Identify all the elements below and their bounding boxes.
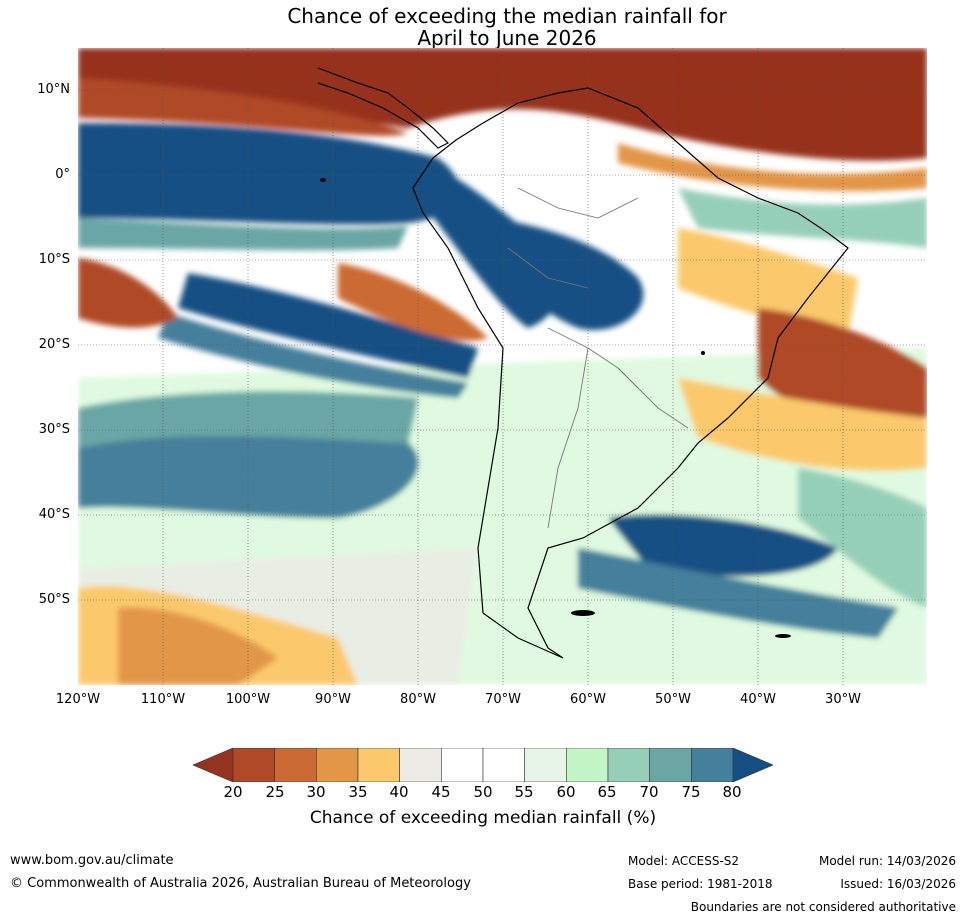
lat-label-10s: 10°S bbox=[38, 252, 70, 267]
colorbar-tick-75: 75 bbox=[681, 783, 701, 801]
colorbar-tick-70: 70 bbox=[639, 783, 659, 801]
country-boundaries bbox=[507, 187, 689, 529]
colorbar-segment bbox=[482, 748, 525, 782]
colorbar-tick-60: 60 bbox=[556, 783, 576, 801]
lat-label-20s: 20°S bbox=[38, 337, 70, 352]
rainfall-probability-map bbox=[78, 48, 927, 685]
region-25-atlantic-east bbox=[758, 308, 927, 431]
lat-label-50s: 50°S bbox=[38, 592, 70, 607]
colorbar bbox=[193, 748, 773, 782]
issued-text: Issued: 16/03/2026 bbox=[840, 877, 956, 891]
central-america-coastline bbox=[317, 67, 450, 149]
colorbar-over-arrow bbox=[732, 748, 773, 782]
lat-label-0: 0° bbox=[55, 167, 70, 182]
graticule bbox=[78, 48, 927, 685]
region-35-atlantic-east bbox=[678, 378, 927, 471]
colorbar-segment bbox=[441, 748, 484, 782]
map-title: Chance of exceeding the median rainfall … bbox=[78, 5, 936, 49]
map-title-line1: Chance of exceeding the median rainfall … bbox=[287, 4, 727, 28]
disclaimer-text: Boundaries are not considered authoritat… bbox=[690, 900, 956, 914]
region-30-central-pacific bbox=[338, 263, 488, 341]
colorbar-segment bbox=[357, 748, 400, 782]
region-70-pacific-edge bbox=[78, 218, 408, 251]
lon-label-100w: 100°W bbox=[225, 692, 271, 707]
region-25-north-band bbox=[78, 78, 408, 136]
colorbar-tick-65: 65 bbox=[597, 783, 617, 801]
south-america-coastline bbox=[412, 87, 849, 659]
lon-label-90w: 90°W bbox=[315, 692, 351, 707]
base-period-text: Base period: 1981-2018 bbox=[628, 877, 773, 891]
lon-label-60w: 60°W bbox=[570, 692, 606, 707]
lon-label-120w: 120°W bbox=[55, 692, 101, 707]
region-80-pacific-diagonal bbox=[178, 273, 478, 378]
lat-label-10n: 10°N bbox=[37, 82, 70, 97]
colorbar-segment bbox=[274, 748, 317, 782]
lon-label-70w: 70°W bbox=[485, 692, 521, 707]
colorbar-segment bbox=[649, 748, 692, 782]
website-link[interactable]: www.bom.gov.au/climate bbox=[10, 853, 174, 868]
colorbar-tick-80: 80 bbox=[722, 783, 742, 801]
colorbar-segment bbox=[316, 748, 359, 782]
colorbar-segment bbox=[232, 748, 275, 782]
colorbar-segment bbox=[607, 748, 650, 782]
colorbar-segment bbox=[524, 748, 567, 782]
colorbar-tick-20: 20 bbox=[223, 783, 243, 801]
region-65-north-east bbox=[678, 188, 927, 248]
copyright-text: © Commonwealth of Australia 2026, Austra… bbox=[10, 876, 471, 891]
colorbar-segment bbox=[566, 748, 609, 782]
lon-label-110w: 110°W bbox=[140, 692, 186, 707]
colorbar-tick-25: 25 bbox=[265, 783, 285, 801]
colorbar-tick-35: 35 bbox=[348, 783, 368, 801]
region-80-pacific-equator bbox=[78, 123, 460, 225]
region-65-right bbox=[798, 468, 927, 608]
colorbar-tick-45: 45 bbox=[431, 783, 451, 801]
colorbar-tick-40: 40 bbox=[389, 783, 409, 801]
lon-label-80w: 80°W bbox=[400, 692, 436, 707]
region-35-north-edge bbox=[618, 143, 927, 192]
lat-label-30s: 30°S bbox=[38, 422, 70, 437]
colorbar-tick-50: 50 bbox=[473, 783, 493, 801]
lon-label-40w: 40°W bbox=[740, 692, 776, 707]
colorbar-tick-30: 30 bbox=[306, 783, 326, 801]
colorbar-tick-55: 55 bbox=[514, 783, 534, 801]
region-35-brazil bbox=[678, 228, 858, 338]
islands bbox=[320, 178, 791, 638]
colorbar-segment bbox=[691, 748, 734, 782]
region-30-southwest bbox=[118, 607, 278, 685]
model-text: Model: ACCESS-S2 bbox=[628, 854, 740, 868]
region-75-south-atlantic bbox=[578, 548, 898, 638]
colorbar-label: Chance of exceeding median rainfall (%) bbox=[309, 808, 657, 828]
lon-label-50w: 50°W bbox=[655, 692, 691, 707]
region-20-west-pacific bbox=[78, 258, 178, 328]
region-80-central-sa bbox=[468, 213, 644, 330]
colorbar-segment bbox=[399, 748, 442, 782]
lon-label-30w: 30°W bbox=[825, 692, 861, 707]
region-80-south-atlantic bbox=[608, 514, 838, 577]
colorbar-under-arrow bbox=[193, 748, 234, 782]
model-run-text: Model run: 14/03/2026 bbox=[818, 854, 956, 868]
map-title-line2: April to June 2026 bbox=[417, 26, 597, 50]
lat-label-40s: 40°S bbox=[38, 507, 70, 522]
region-75-pacific-diagonal bbox=[158, 313, 468, 398]
region-20-north bbox=[78, 48, 927, 161]
